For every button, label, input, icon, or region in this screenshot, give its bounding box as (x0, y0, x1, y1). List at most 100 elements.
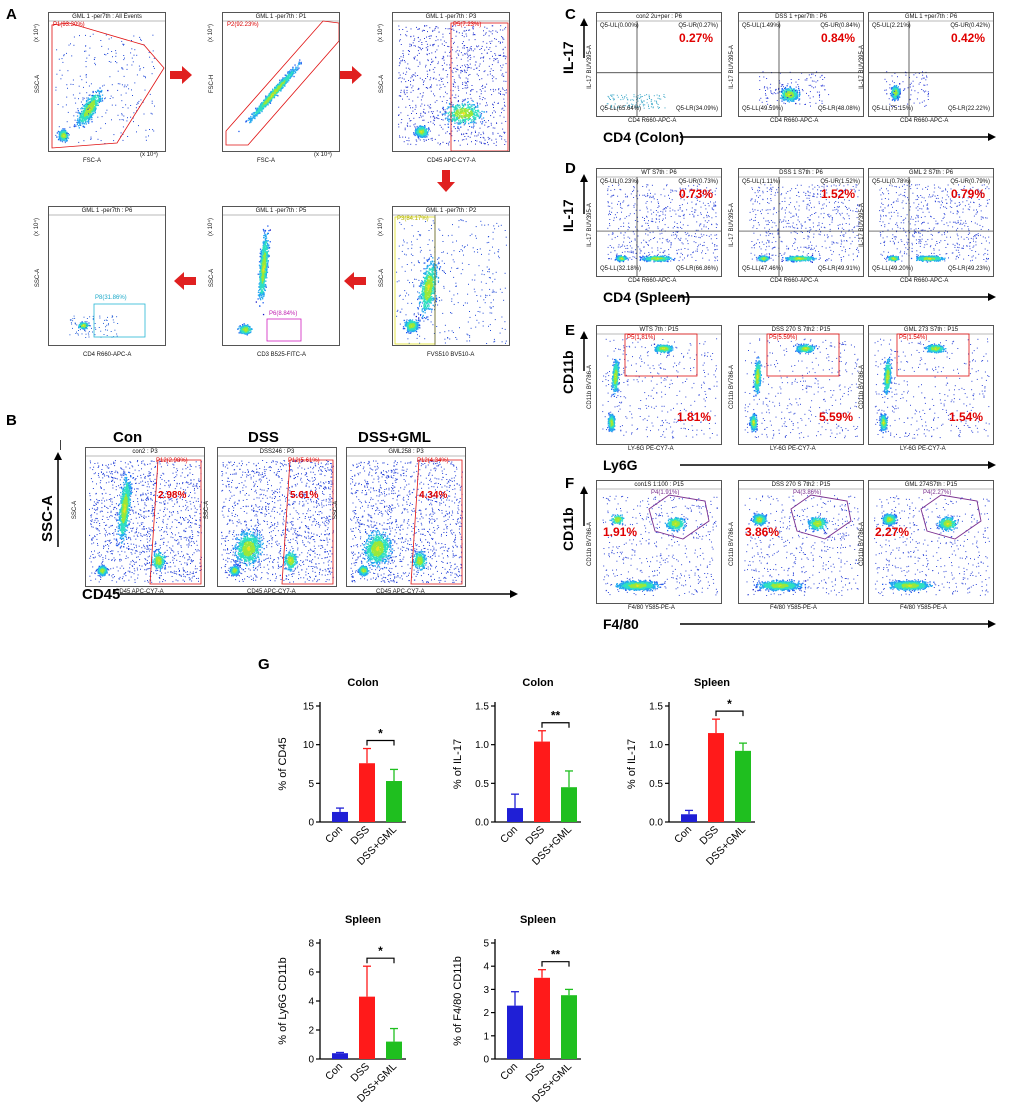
y-direction-arrow-icon (580, 486, 588, 526)
quadrant-ul-label: Q5-UL(1.49%) (742, 23, 781, 29)
y-tick-label: 2 (308, 1026, 314, 1037)
event-cloud (398, 25, 507, 146)
density-plot (223, 214, 339, 342)
row-axis-label-e-x: Ly6G (603, 457, 638, 473)
y-unit-label: (x 10⁴) (34, 24, 40, 42)
y-axis-label: IL-17 BUV395-A (859, 39, 865, 95)
percentage-label: 0.42% (951, 31, 985, 45)
x-axis-label: FVS510 BV510-A (427, 352, 474, 358)
facs-plot-a2: GML 1 -per7th : P1 P2(92.23%) (222, 12, 340, 152)
facs-plot-b1: con2 : P3 P12(2.98%) 2.98% (85, 447, 205, 587)
facs-plot-e1: WTS 7th : P15 P5(1.81%) 1.81% (596, 325, 722, 445)
quadrant-lr-label: Q5-LR(34.09%) (676, 106, 718, 112)
density-plot (393, 20, 509, 151)
y-direction-arrow-icon (580, 331, 588, 371)
percentage-label: 1.54% (949, 410, 983, 424)
x-axis-label: CD45 APC-CY7-A (115, 589, 164, 595)
red-arrow-icon (174, 272, 196, 290)
x-direction-arrow-icon (680, 293, 996, 301)
y-tick-label: 2 (483, 1008, 489, 1019)
gate-label: P5(5.59%) (769, 335, 797, 341)
facs-plot-a5: GML 1 -per7th : P5 P6(8.84%) (222, 206, 340, 346)
significance-bracket (715, 710, 744, 717)
y-tick-label: 8 (308, 939, 314, 950)
x-axis-label: CD4 R660-APC-A (628, 278, 676, 284)
y-axis-label: SSC-A (204, 490, 210, 530)
facs-plot-a6: GML 1 -per7th : P6 P8(31.86%) (48, 206, 166, 346)
x-axis-label: CD4 R660-APC-A (770, 118, 818, 124)
plot-title: GML 1 -per7th : P1 (223, 14, 339, 20)
gate-label: P12(2.98%) (156, 458, 188, 464)
y-tick-label: 0.0 (649, 818, 663, 829)
gate-label: P1(93.30%) (53, 22, 85, 28)
plot-title: GML258 : P3 (347, 449, 465, 455)
facs-plot-d2: DSS 1 S7th : P6 Q5-UL(1.11%) Q5-UR(1.52%) Q… (738, 168, 864, 277)
gate-label: P4(2.27%) (923, 490, 951, 496)
event-cloud (89, 460, 202, 583)
quadrant-ur-label: Q5-UR(1.52%) (820, 179, 860, 185)
event-cloud (396, 219, 507, 344)
chart-title: Colon (347, 677, 378, 689)
facs-plot-a4: GML 1 -per7th : P2 P3(84.17%) (392, 206, 510, 346)
plot-title: WT S7th : P6 (597, 170, 721, 176)
panel-letter-f: F (565, 475, 574, 492)
y-axis-label: % of IL-17 (452, 739, 464, 789)
x-axis-label: LY-6G PE-CY7-A (900, 446, 946, 452)
event-cloud (350, 460, 463, 583)
gate-label: P2(92.23%) (227, 22, 259, 28)
x-axis-label: F4/80 Y585-PE-A (628, 605, 675, 611)
gate-label: P5(1.81%) (627, 335, 655, 341)
density-plot (347, 455, 465, 585)
x-direction-arrow-icon (680, 620, 996, 628)
x-axis-label: CD3 B525-FITC-A (257, 352, 306, 358)
density-plot (869, 20, 993, 116)
event-cloud (749, 184, 860, 263)
plot-title: DSS 1 +per7th : P6 (739, 14, 863, 20)
y-unit-label: (x 10⁴) (378, 24, 384, 42)
y-direction-arrow-icon (580, 174, 588, 214)
x-direction-arrow-icon (680, 133, 996, 141)
y-axis-label: IL-17 BUV395-A (729, 197, 735, 253)
significance-bracket (541, 722, 570, 728)
percentage-label: 4.34% (419, 490, 447, 501)
y-axis-label: % of Ly6G CD11b (277, 957, 289, 1044)
quadrant-ll-label: Q5-LL(65.64%) (600, 106, 641, 112)
y-tick-label: 1 (483, 1031, 489, 1042)
event-cloud (607, 184, 718, 263)
group-label-dss-gml: DSS+GML (358, 429, 431, 446)
density-plot (597, 20, 721, 116)
significance-label: ** (551, 709, 561, 723)
density-plot (86, 455, 204, 585)
x-tick-label: Con (672, 824, 694, 846)
gate-label: P12(5.61%) (288, 458, 320, 464)
facs-plot-d3: GML 2 S7th : P6 Q5-UL(0.78%) Q5-UR(0.79%) Q… (868, 168, 994, 277)
plot-title: GML 274S7th : P15 (869, 482, 993, 488)
y-axis-label: CD11b BV786-A (729, 516, 735, 572)
y-axis-label: SSC-A (209, 248, 215, 308)
quadrant-ul-label: Q5-UL(0.78%) (872, 179, 911, 185)
percentage-label: 0.84% (821, 31, 855, 45)
x-axis-label: LY-6G PE-CY7-A (628, 446, 674, 452)
event-cloud (884, 71, 929, 107)
quadrant-ur-label: Q5-UR(0.42%) (950, 23, 990, 29)
density-plot (739, 20, 863, 116)
gate-label: P6(8.84%) (269, 311, 297, 317)
plot-title: WTS 7th : P15 (597, 327, 721, 333)
bar-con (332, 811, 348, 822)
panel-letter-c: C (565, 6, 576, 23)
y-tick-label: 0 (308, 1055, 314, 1066)
percentage-label: 0.73% (679, 187, 713, 201)
bar-dss-gml (386, 1041, 402, 1059)
red-arrow-icon (344, 272, 366, 290)
plot-title: GML 273 S7th : P15 (869, 327, 993, 333)
gate-label: P4(1.91%) (651, 490, 679, 496)
y-tick-label: 1.0 (649, 740, 663, 751)
row-axis-label-e-y: CD11b (560, 350, 576, 394)
event-cloud (879, 184, 990, 263)
percentage-label: 0.79% (951, 187, 985, 201)
bar-con (507, 1005, 523, 1059)
y-tick-label: 6 (308, 968, 314, 979)
quadrant-ul-label: Q5-UL(0.00%) (600, 23, 639, 29)
quadrant-ul-label: Q5-UL(1.11%) (742, 179, 780, 185)
